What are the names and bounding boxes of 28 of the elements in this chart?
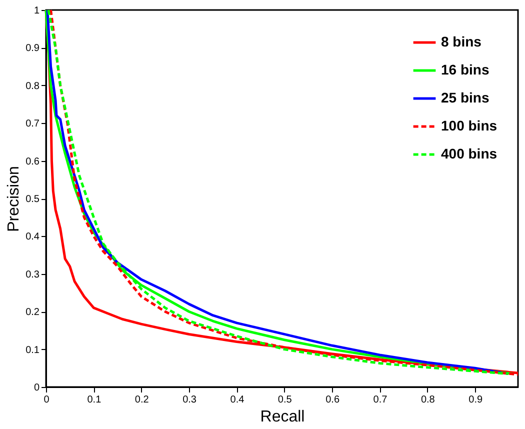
x-tick-label: 0.8 (420, 394, 436, 406)
x-axis-title: Recall (260, 408, 305, 426)
x-tick-label: 0.2 (134, 394, 150, 406)
x-tick-label: 0 (44, 394, 50, 406)
y-tick-label: 0.1 (26, 344, 40, 356)
x-tick-label: 0.4 (230, 394, 245, 406)
y-tick-label: 0.6 (26, 156, 40, 168)
legend-label: 8 bins (441, 34, 482, 50)
y-tick-label: 0.2 (26, 307, 40, 318)
legend-label: 100 bins (441, 118, 498, 134)
legend-label: 400 bins (441, 146, 498, 162)
y-axis-title: Precision (6, 166, 23, 232)
y-tick-label: 0.5 (26, 194, 40, 205)
y-tick-label: 0 (34, 382, 40, 394)
x-tick-label: 0.9 (468, 394, 483, 406)
y-tick-label: 0.4 (26, 232, 40, 243)
x-tick-label: 0.3 (182, 394, 197, 406)
y-tick-label: 0.7 (26, 118, 40, 130)
legend-label: 25 bins (441, 90, 490, 106)
x-tick-label: 0.7 (373, 394, 388, 406)
x-tick-label: 0.1 (87, 394, 102, 406)
y-tick-label: 1 (34, 6, 40, 16)
y-tick-label: 0.9 (26, 43, 40, 54)
x-tick-label: 0.6 (326, 394, 340, 406)
y-tick-label: 0.8 (26, 80, 40, 92)
legend-label: 16 bins (441, 62, 490, 78)
y-tick-label: 0.3 (26, 269, 40, 280)
x-tick-label: 0.5 (278, 394, 292, 406)
